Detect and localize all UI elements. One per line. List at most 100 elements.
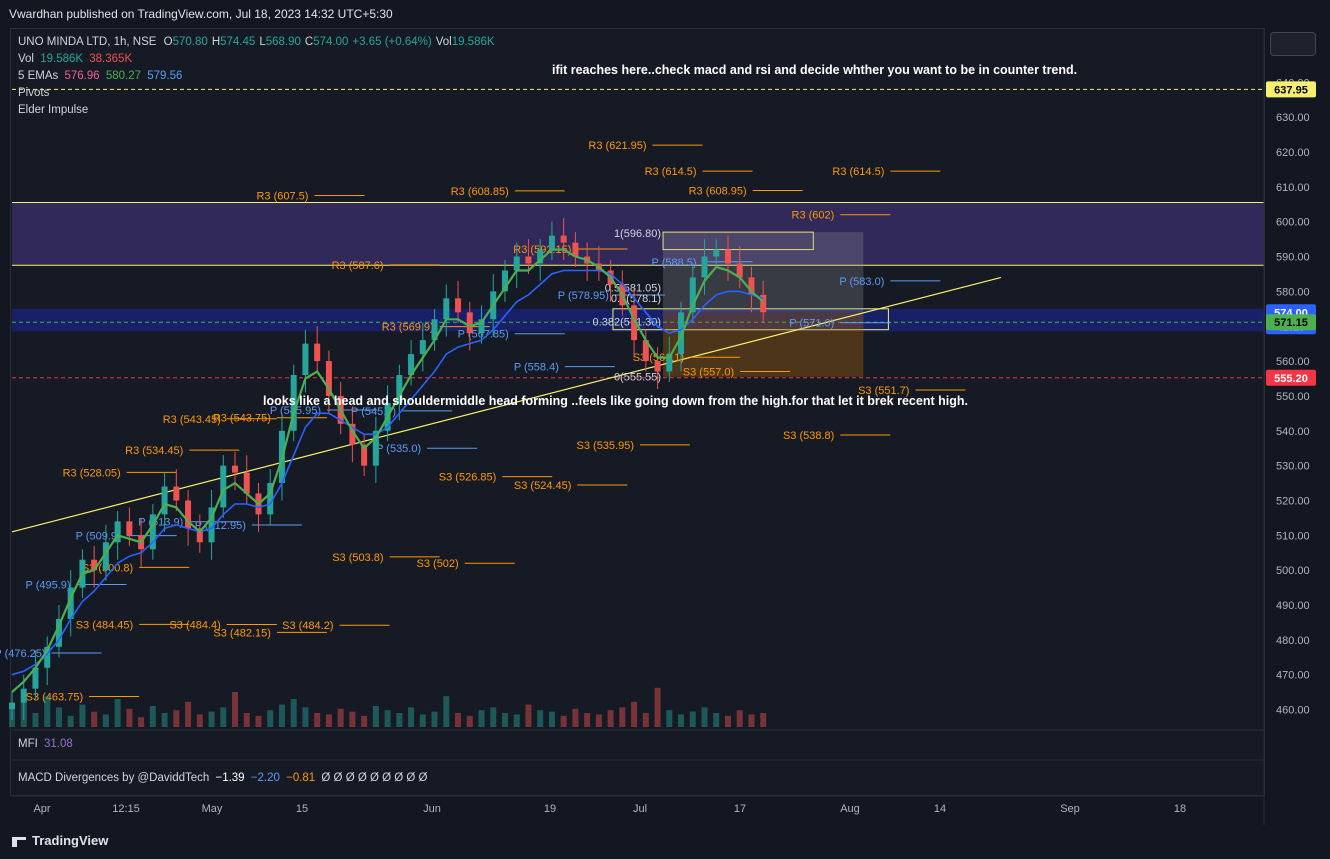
volume-bar-15 [185, 701, 192, 727]
tradingview-logo: TradingView [12, 833, 108, 848]
pivot-label-40: S3 (557.0) [683, 367, 734, 379]
candle-body-2 [32, 667, 39, 689]
volume-bar-26 [314, 713, 321, 727]
volume-bar-10 [126, 708, 133, 727]
pivot-label-4: S3 (484.4) [169, 620, 220, 632]
volume-bar-50 [595, 714, 602, 727]
ema-fast-line [11, 248, 764, 693]
fib-box-2 [612, 308, 889, 331]
volume-bar-39 [466, 715, 473, 727]
x-tick-6: Jul [633, 803, 647, 815]
volume-bar-23 [278, 704, 285, 727]
volume-bar-51 [607, 710, 614, 727]
ohlc-item-3: C574.00 [304, 36, 349, 48]
volume-bar-59 [701, 707, 708, 727]
candle-body-55 [654, 361, 661, 372]
fib-label-4: 0(555.55) [614, 372, 661, 384]
macd-value-2: −2.20 [250, 772, 280, 784]
footer-bar [0, 826, 1330, 859]
x-tick-0: Apr [33, 803, 50, 815]
candle-body-42 [501, 270, 508, 292]
volume-bar-32 [384, 710, 391, 727]
volume-bar-53 [631, 701, 638, 727]
ema-value-2: 580.27 [105, 70, 142, 82]
pivot-label-36: S3 (526.85) [439, 472, 496, 484]
fib-box [662, 231, 814, 251]
candle-body-34 [408, 354, 415, 376]
candle-body-63 [748, 277, 755, 295]
volume-bar-34 [408, 707, 415, 727]
annotation-1: ifit reaches here..check macd and rsi an… [552, 63, 1077, 77]
ema-value-1: 576.96 [64, 70, 100, 82]
pivot-label-8: R3 (528.05) [63, 467, 121, 479]
volume-bar-49 [584, 713, 591, 727]
volume-bar-1 [20, 701, 27, 727]
volume-value: 19.586K [40, 53, 84, 65]
candle-body-37 [443, 298, 450, 320]
candle-body-27 [325, 361, 332, 396]
price-tag-text-0: 637.95 [1274, 84, 1308, 96]
volume-bar-55 [654, 687, 661, 727]
x-tick-1: 12:15 [112, 803, 140, 815]
legend-macd-row: MACD Divergences by @DaviddTech −1.39 −2… [18, 772, 428, 784]
volume-bar-6 [79, 704, 86, 727]
candle-body-10 [126, 521, 133, 536]
volume-bar-4 [55, 707, 62, 727]
candle-body-57 [678, 312, 685, 355]
ohlc-item-4: +3.65 (+0.64%) [352, 36, 432, 48]
candle-body-25 [302, 343, 309, 376]
y-tick-5: 510.00 [1276, 530, 1310, 542]
y-tick-6: 520.00 [1276, 495, 1310, 507]
mfi-value: 31.08 [44, 738, 73, 750]
y-tick-2: 480.00 [1276, 635, 1310, 647]
legend-volume-row: Vol 19.586K 38.365K [18, 53, 132, 65]
y-tick-14: 600.00 [1276, 217, 1310, 229]
volume-bar-36 [431, 711, 438, 727]
candle-body-33 [396, 375, 403, 403]
volume-bar-38 [455, 713, 462, 727]
pivot-label-27: P (535.0) [376, 443, 421, 455]
volume-bar-27 [325, 714, 332, 727]
zone-1 [12, 308, 1264, 332]
volume-bar-13 [161, 713, 168, 727]
legend-pivots-row: Pivots [18, 87, 50, 99]
ema-label: 5 EMAs [18, 70, 59, 82]
x-tick-4: Jun [423, 803, 441, 815]
candle-body-30 [361, 444, 368, 466]
y-tick-15: 610.00 [1276, 182, 1310, 194]
logo-text: TradingView [32, 833, 109, 848]
pivot-label-3: S3 (484.45) [76, 619, 133, 631]
volume-bar-12 [149, 706, 156, 727]
candle-body-59 [701, 256, 708, 278]
price-tag-3 [1266, 314, 1316, 331]
volume-bar-5 [67, 715, 74, 727]
price-tag-text-4: 555.20 [1274, 373, 1308, 385]
y-tick-7: 530.00 [1276, 461, 1310, 473]
volume-bar-3 [44, 696, 51, 727]
published-header: Vwardhan published on TradingView.com, J… [0, 0, 1330, 28]
maximize-button[interactable] [1270, 32, 1316, 56]
candle-body-5 [67, 587, 74, 619]
y-tick-3: 490.00 [1276, 600, 1310, 612]
candle-body-0 [9, 702, 15, 710]
volume-bar-25 [302, 707, 309, 727]
legend-mfi-row: MFI 31.08 [18, 738, 73, 750]
volume-bar-41 [490, 707, 497, 727]
pivot-label-22: P (513.9) [138, 517, 183, 529]
pivot-label-15: R3 (608.85) [451, 186, 509, 198]
volume-bar-19 [232, 692, 239, 727]
macd-value-1: −1.39 [215, 772, 245, 784]
volume-bar-22 [267, 710, 274, 727]
volume-bar-42 [501, 713, 508, 727]
x-tick-2: May [202, 803, 223, 815]
candle-body-13 [161, 486, 168, 515]
volume-ma-value: 38.365K [89, 53, 133, 65]
publisher-text: Vwardhan published on TradingView.com, J… [9, 7, 393, 21]
candle-body-19 [232, 465, 239, 473]
candle-body-15 [185, 500, 192, 529]
fib-label-3: 0.382(571.30) [593, 317, 662, 329]
volume-bar-28 [337, 708, 344, 727]
volume-bar-58 [689, 711, 696, 727]
y-tick-8: 540.00 [1276, 426, 1310, 438]
